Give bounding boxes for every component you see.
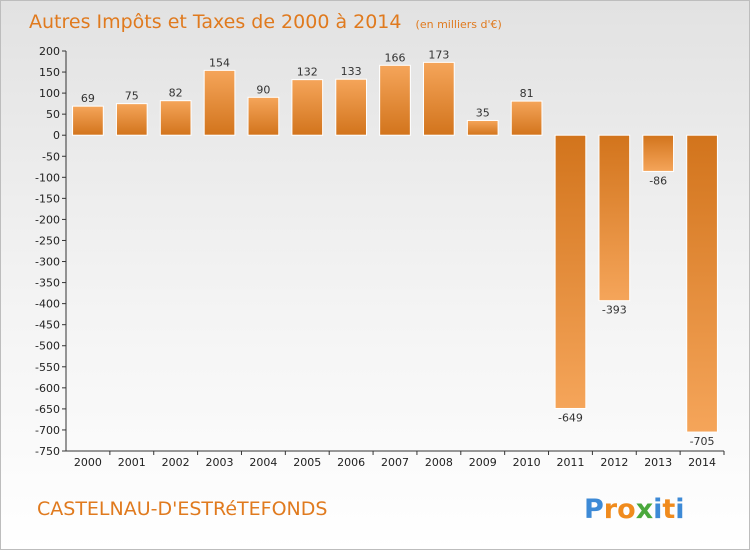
data-label-2001: 75 xyxy=(125,90,139,103)
y-tick-label: -300 xyxy=(35,256,60,269)
x-tick-label: 2002 xyxy=(162,456,190,469)
data-label-2006: 133 xyxy=(341,65,362,78)
x-tick-label: 2013 xyxy=(644,456,672,469)
y-tick-label: -200 xyxy=(35,213,60,226)
bar-2004 xyxy=(247,96,280,136)
logo-letter: o xyxy=(617,494,636,525)
y-tick-label: 200 xyxy=(39,45,60,58)
bar-2011 xyxy=(554,134,587,409)
logo-letter: i xyxy=(653,494,662,525)
y-tick-label: 100 xyxy=(39,87,60,100)
y-tick-label: 50 xyxy=(46,108,60,121)
x-tick-label: 2014 xyxy=(688,456,716,469)
y-tick-label: -600 xyxy=(35,382,60,395)
bar-2013 xyxy=(642,134,675,172)
bar-2000 xyxy=(72,105,104,136)
bar-2012 xyxy=(598,134,631,302)
y-tick-label: 0 xyxy=(53,129,60,142)
bar-2009 xyxy=(466,119,499,136)
y-tick-label: -700 xyxy=(35,424,60,437)
data-label-2005: 132 xyxy=(297,66,318,79)
x-tick-label: 2003 xyxy=(206,456,234,469)
y-tick-label: -350 xyxy=(35,277,60,290)
bar-2014 xyxy=(686,134,718,433)
bar-2003 xyxy=(203,69,236,136)
logo-letter: P xyxy=(584,494,604,525)
data-label-2008: 173 xyxy=(428,48,449,61)
data-label-2014: -705 xyxy=(690,435,715,448)
logo-letter: r xyxy=(604,494,618,525)
x-tick-label: 2012 xyxy=(600,456,628,469)
x-tick-label: 2000 xyxy=(74,456,102,469)
data-label-2012: -393 xyxy=(602,304,627,317)
chart-subtitle: (en milliers d'€) xyxy=(416,18,502,31)
logo-letter: t xyxy=(662,494,675,525)
y-tick-label: -750 xyxy=(35,445,60,458)
logo-letter: x xyxy=(636,494,653,525)
x-tick-label: 2010 xyxy=(513,456,541,469)
bar-2005 xyxy=(291,79,324,136)
y-tick-label: -100 xyxy=(35,171,60,184)
logo-letter: i xyxy=(675,494,684,525)
data-label-2003: 154 xyxy=(209,56,230,69)
y-tick-label: -650 xyxy=(35,403,60,416)
y-tick-label: -150 xyxy=(35,192,60,205)
bar-2010 xyxy=(510,100,543,136)
data-label-2002: 82 xyxy=(169,87,183,100)
bar-2008 xyxy=(423,61,455,136)
y-tick-label: 150 xyxy=(39,66,60,79)
bar-2002 xyxy=(159,100,192,136)
y-tick-label: -400 xyxy=(35,298,60,311)
place-name: CASTELNAU-D'ESTRéTEFONDS xyxy=(37,498,327,520)
logo-text: Proxiti xyxy=(584,494,685,525)
x-tick-label: 2001 xyxy=(118,456,146,469)
data-label-2004: 90 xyxy=(256,83,270,96)
bars xyxy=(72,61,718,433)
x-tick-label: 2004 xyxy=(249,456,277,469)
x-tick-label: 2005 xyxy=(293,456,321,469)
data-label-2010: 81 xyxy=(520,87,534,100)
chart-title: Autres Impôts et Taxes de 2000 à 2014 (e… xyxy=(29,11,502,33)
bar-2001 xyxy=(115,103,148,136)
data-label-2013: -86 xyxy=(649,174,667,187)
data-labels: 69 75 82 154 90 132 133 166 173 35 81 -649 -393 -86 -7… xyxy=(81,48,715,448)
y-tick-label: -250 xyxy=(35,234,60,247)
y-tick-label: -450 xyxy=(35,319,60,332)
data-label-2000: 69 xyxy=(81,92,95,105)
y-axis: 200 150 100 50 0 -50 -100 -150 -200 -250 -300 -350 -… xyxy=(35,45,67,458)
x-tick-label: 2009 xyxy=(469,456,497,469)
bar-2006 xyxy=(335,78,367,136)
data-label-2009: 35 xyxy=(476,106,490,119)
x-tick-label: 2006 xyxy=(337,456,365,469)
x-tick-label: 2008 xyxy=(425,456,453,469)
x-tick-label: 2007 xyxy=(381,456,409,469)
proxiti-logo: Proxiti xyxy=(584,494,685,525)
data-label-2011: -649 xyxy=(558,411,583,424)
y-tick-label: -550 xyxy=(35,361,60,374)
y-tick-label: -500 xyxy=(35,340,60,353)
x-tick-label: 2011 xyxy=(556,456,584,469)
chart-title-text: Autres Impôts et Taxes de 2000 à 2014 xyxy=(29,11,402,33)
y-tick-label: -50 xyxy=(42,150,60,163)
data-label-2007: 166 xyxy=(385,51,406,64)
x-axis: 2000 2001 2002 2003 2004 2005 2006 2007 2008 2009… xyxy=(66,450,725,469)
bar-2007 xyxy=(379,64,411,136)
